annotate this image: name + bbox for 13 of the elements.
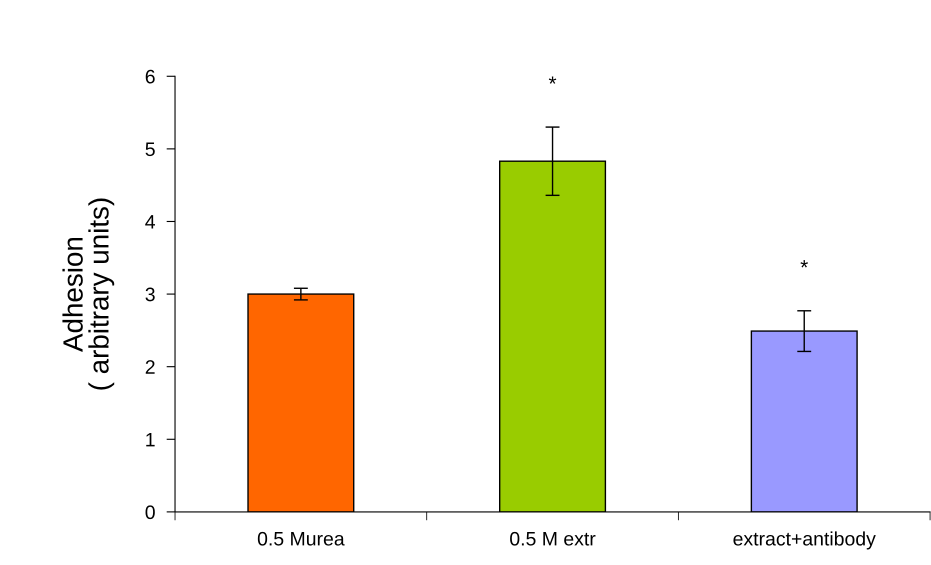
annotation: * (548, 76, 556, 84)
y-tick-label: 0 (146, 505, 155, 520)
x-tick-label: 0.5 M extr (510, 532, 596, 546)
y-tick-label: 5 (146, 142, 155, 156)
y-tick-label: 2 (146, 360, 155, 374)
x-tick-label: 0.5 Murea (258, 532, 345, 546)
x-tick-label: extract+antibody (733, 531, 876, 550)
y-tick-label: 1 (146, 432, 155, 446)
y-tick-label: 4 (145, 215, 156, 229)
y-axis-title: Adhesion ( arbitrary units) (62, 198, 114, 390)
y-tick-label: 3 (146, 288, 155, 302)
annotation: * (800, 260, 808, 268)
y-tick-label: 6 (146, 70, 155, 84)
